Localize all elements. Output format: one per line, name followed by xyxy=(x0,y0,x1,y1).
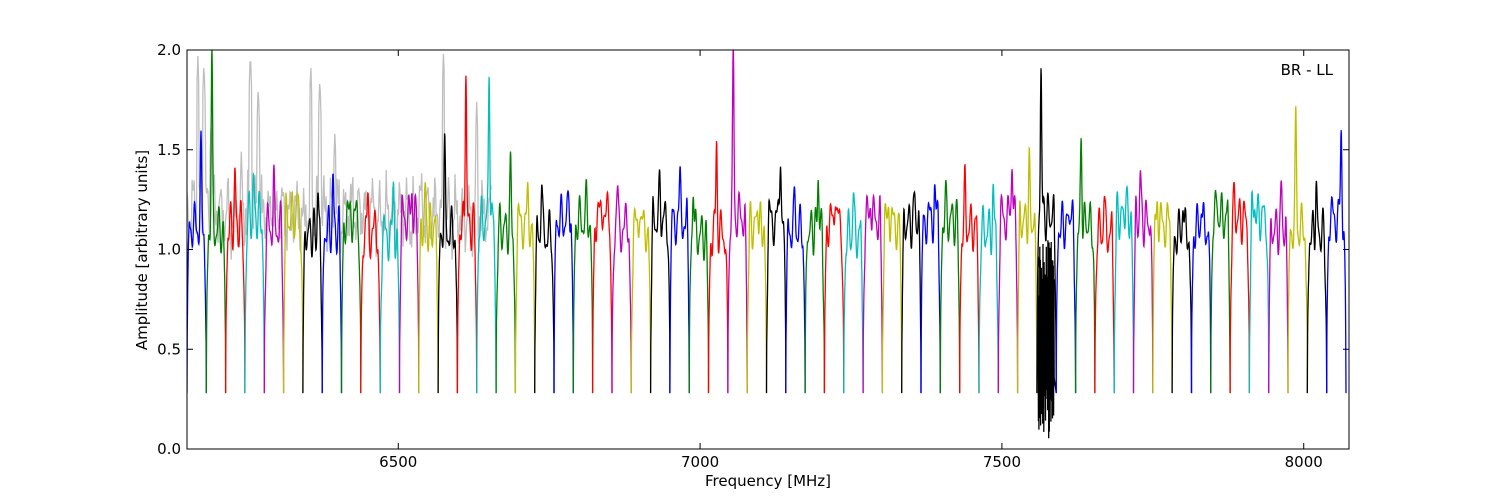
band-line-17 xyxy=(514,182,536,394)
band-line-54 xyxy=(1229,181,1251,394)
chart-annotation: BR - LL xyxy=(1281,61,1334,79)
band-line-35 xyxy=(862,193,884,394)
band-line-49 xyxy=(1132,170,1154,394)
band-line-47 xyxy=(1094,195,1115,394)
band-line-8 xyxy=(340,199,362,394)
band-line-41 xyxy=(978,183,999,394)
band-line-51 xyxy=(1171,207,1193,394)
band-line-15 xyxy=(476,76,497,394)
band-line-20 xyxy=(572,179,594,394)
band-line-56 xyxy=(1268,180,1289,394)
band-line-21 xyxy=(591,190,613,394)
band-line-22 xyxy=(611,185,632,394)
band-line-52 xyxy=(1190,202,1212,394)
band-line-3 xyxy=(244,172,265,394)
band-line-57 xyxy=(1287,106,1308,394)
x-tick-label-3: 8000 xyxy=(1285,453,1323,471)
band-line-13 xyxy=(437,133,459,394)
band-line-29 xyxy=(746,200,768,394)
y-axis-label: Amplitude [arbitrary units] xyxy=(133,150,151,350)
band-line-2 xyxy=(224,167,246,394)
band-line-12 xyxy=(418,182,439,394)
band-line-5 xyxy=(282,190,304,394)
band-line-18 xyxy=(534,184,555,394)
band-line-10 xyxy=(379,181,401,394)
x-tick-label-0: 6500 xyxy=(379,453,417,471)
band-line-16 xyxy=(495,151,517,394)
band-line-38 xyxy=(920,184,941,394)
band-line-4 xyxy=(263,164,285,394)
x-tick-label-1: 7000 xyxy=(681,453,719,471)
band-line-44 xyxy=(1036,68,1057,439)
band-line-39 xyxy=(939,179,961,394)
band-line-31 xyxy=(785,186,806,394)
band-line-53 xyxy=(1210,189,1231,394)
band-line-45 xyxy=(1055,199,1077,394)
band-line-26 xyxy=(688,196,710,394)
band-line-9 xyxy=(360,191,381,394)
x-tick-label-2: 7500 xyxy=(983,453,1021,471)
y-tick-label-0: 0.0 xyxy=(157,440,181,458)
band-line-28 xyxy=(727,50,748,394)
x-axis-label: Frequency [MHz] xyxy=(705,472,831,490)
band-line-55 xyxy=(1248,189,1270,394)
y-tick-label-1: 0.5 xyxy=(157,340,181,358)
y-tick-label-4: 2.0 xyxy=(157,41,181,59)
y-tick-label-3: 1.5 xyxy=(157,141,181,159)
band-line-19 xyxy=(553,189,574,394)
band-line-24 xyxy=(649,169,671,394)
band-line-25 xyxy=(669,166,690,394)
band-line-48 xyxy=(1113,184,1135,394)
band-line-23 xyxy=(630,206,652,394)
band-line-1 xyxy=(205,50,227,394)
band-line-33 xyxy=(823,202,845,394)
ticks-layer: 6500 7000 7500 8000 0.0 0.5 1.0 1.5 2.0 xyxy=(157,41,1349,471)
band-line-40 xyxy=(959,164,980,394)
band-line-14 xyxy=(456,75,478,394)
series-layer xyxy=(187,50,1347,439)
band-line-27 xyxy=(707,141,729,394)
band-line-6 xyxy=(302,192,323,394)
band-line-7 xyxy=(321,173,343,394)
band-line-34 xyxy=(843,192,864,394)
band-line-36 xyxy=(881,203,903,394)
band-line-58 xyxy=(1306,180,1328,394)
band-line-0 xyxy=(187,130,207,394)
band-line-30 xyxy=(765,166,787,394)
band-line-43 xyxy=(1016,146,1038,394)
band-line-42 xyxy=(997,169,1019,394)
band-line-37 xyxy=(901,190,922,394)
band-line-32 xyxy=(804,180,826,394)
background-series-line xyxy=(187,53,492,260)
band-line-50 xyxy=(1152,201,1173,394)
band-line-59 xyxy=(1326,130,1347,394)
band-line-46 xyxy=(1074,138,1096,394)
band-line-11 xyxy=(398,192,420,394)
y-tick-label-2: 1.0 xyxy=(157,241,181,259)
